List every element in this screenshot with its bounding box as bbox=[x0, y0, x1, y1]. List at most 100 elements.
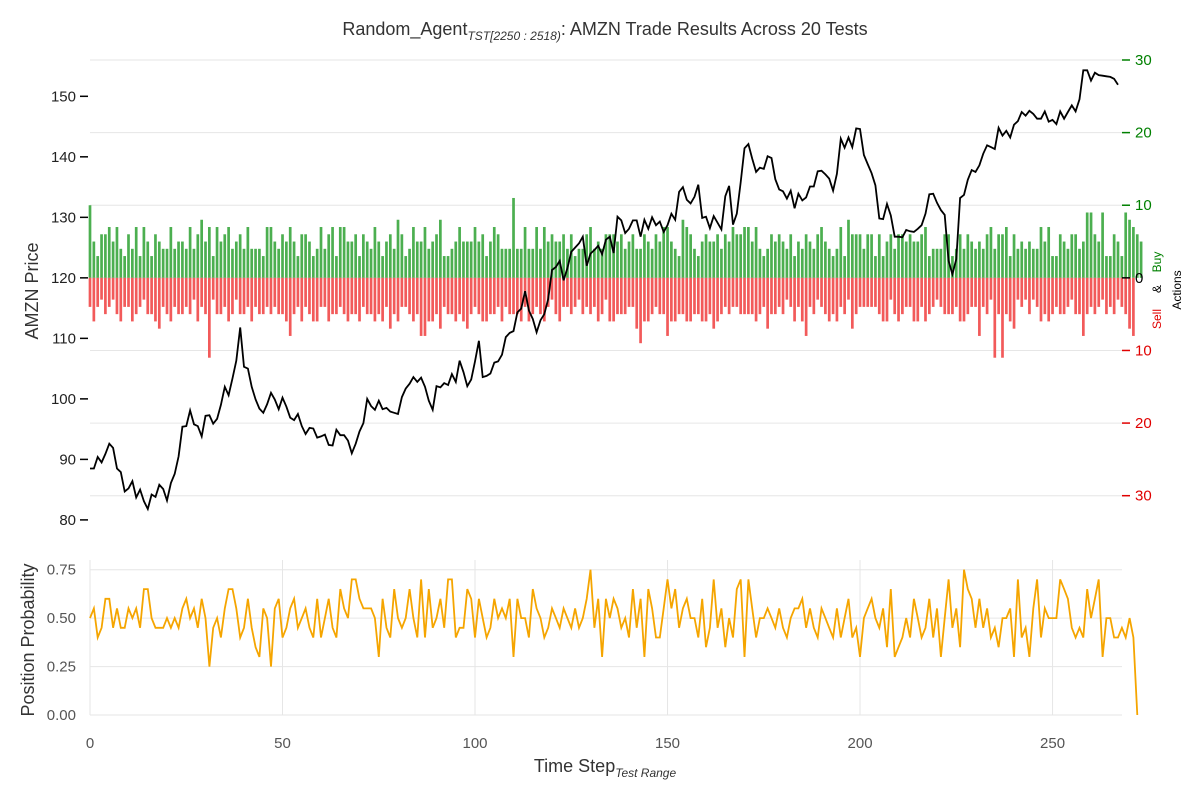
buy-bar bbox=[342, 227, 346, 278]
buy-bar bbox=[762, 256, 766, 278]
buy-bar bbox=[246, 227, 250, 278]
probability-axis-label: Position Probability bbox=[18, 563, 38, 716]
buy-bar bbox=[489, 241, 492, 278]
buy-bar bbox=[227, 227, 230, 278]
sell-bar bbox=[1039, 277, 1043, 322]
buy-bar bbox=[1116, 241, 1120, 278]
buy-bar bbox=[423, 227, 427, 278]
buy-bar bbox=[365, 241, 369, 278]
sell-bar bbox=[762, 277, 766, 307]
sell-bar bbox=[354, 277, 358, 315]
time-tick-label: 100 bbox=[463, 735, 488, 752]
buy-bar bbox=[877, 234, 881, 278]
buy-bar bbox=[396, 219, 400, 278]
sell-bar bbox=[824, 277, 827, 315]
sell-bar bbox=[335, 277, 338, 315]
sell-bar bbox=[277, 277, 281, 315]
sell-bar bbox=[323, 277, 327, 307]
sell-bar bbox=[500, 277, 504, 322]
sell-bar bbox=[820, 277, 823, 307]
sell-bar bbox=[585, 277, 589, 307]
sell-bar bbox=[358, 277, 361, 322]
sell-bar bbox=[516, 277, 519, 315]
sell-bar bbox=[562, 277, 565, 307]
sell-bar bbox=[735, 277, 739, 307]
buy-bar bbox=[596, 241, 600, 278]
buy-bar bbox=[465, 241, 469, 278]
sell-bar bbox=[342, 277, 346, 315]
buy-bar bbox=[1051, 256, 1054, 278]
buy-bar bbox=[219, 241, 223, 278]
buy-bar bbox=[131, 248, 134, 278]
sell-bar bbox=[681, 277, 685, 315]
buy-bar bbox=[770, 234, 773, 278]
sell-bar bbox=[997, 277, 1000, 315]
buy-bar bbox=[473, 227, 477, 278]
sell-bar bbox=[211, 277, 215, 300]
sell-bar bbox=[492, 277, 496, 315]
buy-bar bbox=[439, 219, 442, 278]
sell-bar bbox=[1016, 277, 1020, 300]
sell-bar bbox=[600, 277, 604, 315]
buy-bar bbox=[462, 241, 465, 278]
sell-bar bbox=[173, 277, 177, 307]
sell-bar bbox=[1058, 277, 1062, 315]
buy-bar bbox=[731, 227, 735, 278]
buy-bar bbox=[766, 248, 769, 278]
buy-bar bbox=[1004, 227, 1008, 278]
buy-bar bbox=[1062, 241, 1066, 278]
sell-bar bbox=[797, 277, 800, 307]
buy-bar bbox=[281, 234, 284, 278]
sell-bar bbox=[993, 277, 997, 358]
buy-bar bbox=[1058, 234, 1062, 278]
actions-tick-label: 20 bbox=[1135, 415, 1152, 432]
sell-bar bbox=[1012, 277, 1016, 329]
sell-bar bbox=[631, 277, 635, 307]
buy-bar bbox=[654, 234, 658, 278]
buy-bar bbox=[1024, 248, 1027, 278]
sell-bar bbox=[369, 277, 373, 315]
sell-bar bbox=[650, 277, 654, 315]
time-tick-label: 50 bbox=[274, 735, 291, 752]
sell-bar bbox=[577, 277, 581, 300]
sell-bar bbox=[773, 277, 777, 315]
buy-bar bbox=[127, 234, 130, 278]
sell-bar bbox=[708, 277, 712, 315]
buy-bar bbox=[1039, 227, 1043, 278]
buy-bar bbox=[154, 234, 157, 278]
sell-bar bbox=[700, 277, 704, 322]
buy-bar bbox=[750, 241, 754, 278]
probability-tick-label: 0.50 bbox=[47, 610, 76, 627]
sell-bar bbox=[412, 277, 415, 322]
buy-bar bbox=[338, 227, 342, 278]
sell-bar bbox=[1120, 277, 1124, 307]
sell-bar bbox=[1051, 277, 1054, 315]
sell-bar bbox=[689, 277, 692, 322]
buy-bar bbox=[304, 234, 307, 278]
buy-bar bbox=[1012, 234, 1016, 278]
price-tick-label: 130 bbox=[51, 209, 76, 226]
buy-bar bbox=[812, 248, 816, 278]
sell-bar bbox=[962, 277, 966, 322]
buy-bar bbox=[685, 227, 689, 278]
buy-bar bbox=[708, 241, 712, 278]
buy-bar bbox=[1043, 241, 1047, 278]
sell-bar bbox=[300, 277, 304, 322]
buy-bar bbox=[839, 227, 843, 278]
buy-bar bbox=[970, 241, 974, 278]
buy-bar bbox=[1132, 227, 1135, 278]
sell-bar bbox=[712, 277, 716, 329]
buy-bar bbox=[250, 248, 254, 278]
sell-bar bbox=[954, 277, 958, 307]
buy-bar bbox=[978, 241, 981, 278]
sell-bar bbox=[827, 277, 831, 322]
sell-bar bbox=[200, 277, 204, 307]
actions-axis-label: Sell & Buy Actions bbox=[1150, 252, 1184, 329]
sell-bar bbox=[542, 277, 546, 322]
sell-bar bbox=[392, 277, 396, 315]
buy-bar bbox=[735, 234, 739, 278]
sell-bar bbox=[308, 277, 311, 315]
buy-bar bbox=[1047, 227, 1051, 278]
sell-bar bbox=[123, 277, 126, 307]
